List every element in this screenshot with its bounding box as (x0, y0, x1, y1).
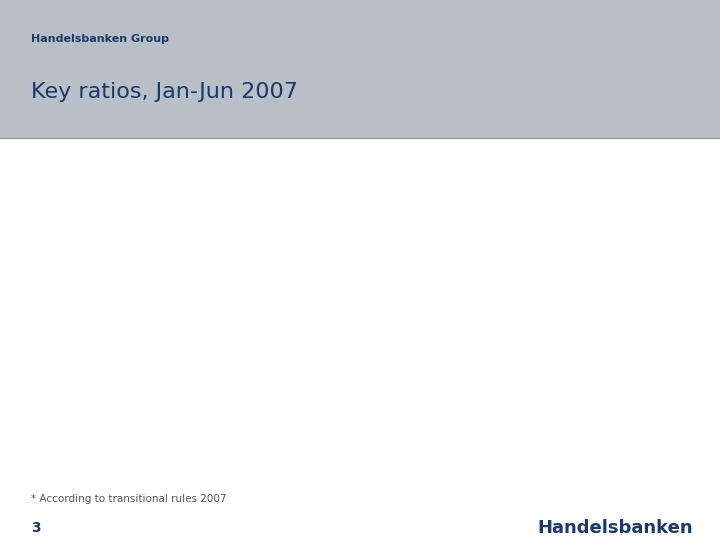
FancyBboxPatch shape (0, 0, 720, 138)
Text: Handelsbanken Group: Handelsbanken Group (31, 33, 169, 44)
Text: Key ratios, Jan-Jun 2007: Key ratios, Jan-Jun 2007 (31, 82, 298, 102)
FancyBboxPatch shape (0, 138, 720, 483)
Text: Handelsbanken: Handelsbanken (537, 518, 693, 537)
Text: * According to transitional rules 2007: * According to transitional rules 2007 (31, 494, 227, 504)
Text: 3: 3 (31, 521, 40, 535)
FancyBboxPatch shape (0, 483, 720, 540)
